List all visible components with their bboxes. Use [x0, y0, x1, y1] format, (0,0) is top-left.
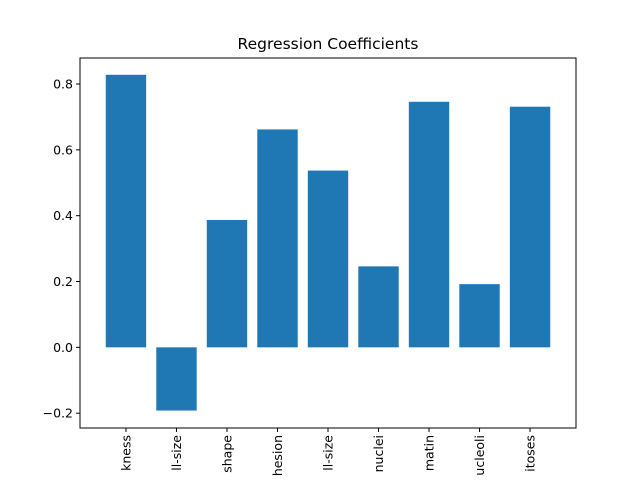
bar: [307, 170, 349, 348]
y-tick-label: 0.2: [53, 274, 73, 289]
plot-frame: [79, 57, 577, 429]
y-tick-label: 0.8: [53, 77, 73, 92]
bar: [156, 347, 197, 411]
bar: [206, 219, 248, 348]
x-tick-label: ll-size: [169, 435, 184, 471]
y-axis: −0.2 0.0 0.2 0.4 0.6 0.8: [43, 77, 80, 421]
bars-group: [105, 74, 551, 411]
bar: [358, 266, 399, 348]
y-tick-label: −0.2: [43, 406, 73, 421]
bar: [408, 101, 450, 348]
x-tick-label: shape: [219, 435, 234, 473]
x-tick-label: kness: [118, 435, 133, 471]
bar: [257, 129, 298, 348]
bar: [509, 106, 551, 348]
x-tick-label: hesion: [270, 435, 285, 476]
x-tick-label: nuclei: [371, 435, 386, 472]
x-tick-label: ucleoli: [472, 435, 487, 476]
chart-title: Regression Coefficients: [238, 35, 419, 53]
bar: [105, 74, 147, 348]
y-tick-label: 0.0: [53, 340, 73, 355]
x-tick-label: ll-size: [321, 435, 336, 471]
x-axis: kness ll-size shape hesion ll-size nuclei mati…: [118, 428, 538, 476]
y-tick-label: 0.6: [53, 142, 73, 157]
x-tick-label: matin: [422, 435, 437, 471]
x-tick-label: itoses: [523, 435, 538, 472]
bar: [459, 284, 500, 348]
y-tick-label: 0.4: [53, 208, 73, 223]
